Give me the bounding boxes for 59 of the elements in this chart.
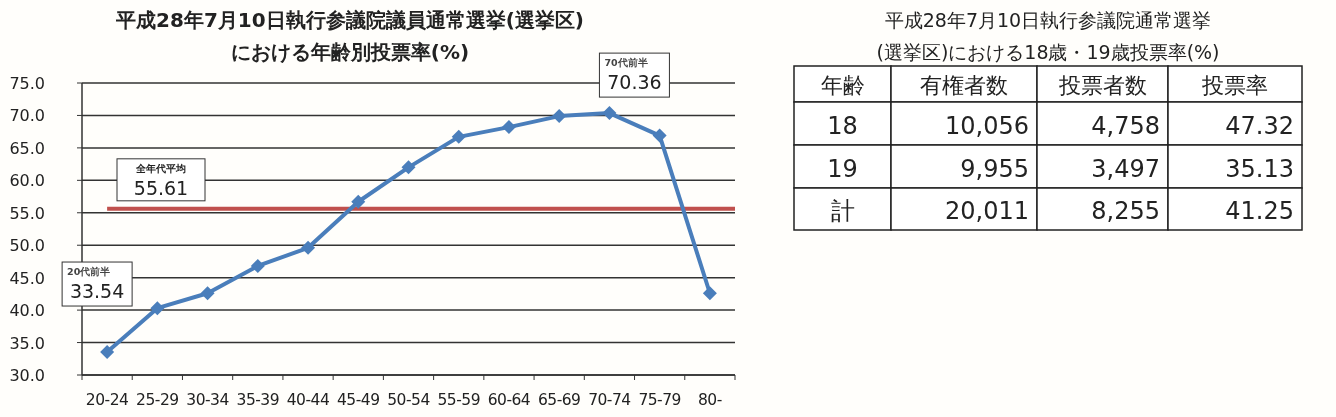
x-tick-label: 35-39 — [236, 391, 280, 409]
y-tick-label: 75.0 — [9, 74, 45, 93]
data-label: 70.36 — [607, 71, 662, 94]
point — [451, 129, 466, 144]
y-tick-label: 18 — [827, 112, 858, 140]
y-tick-label: 65.0 — [9, 138, 45, 158]
point — [301, 240, 316, 255]
chart-title: 平成28年7月10日執行参議院通常選挙 (選挙区)における18歳・19歳投票率(%) — [876, 9, 1220, 63]
chart-title: 平成28年7月10日執行参議院議員通常選挙(選挙区) における年齢別投票率(%) — [115, 8, 584, 64]
point — [401, 160, 416, 175]
y-tick-label: 55.0 — [9, 203, 45, 223]
data-label: 41.25 — [1225, 197, 1294, 225]
x-tick-label: 45-49 — [337, 391, 380, 409]
data-label: 20,011 — [945, 197, 1029, 225]
text: 70代前半 — [604, 57, 648, 69]
data-label: 8,255 — [1091, 197, 1160, 225]
x-tick-label: 65-69 — [537, 391, 581, 409]
x-tick-label: 30-34 — [186, 391, 229, 409]
point — [702, 286, 717, 301]
data-label: 35.13 — [1225, 155, 1294, 183]
x-tick-label: 25-29 — [136, 391, 179, 409]
ref-line-label: 全年代平均 55.61 — [133, 162, 189, 199]
x-tick-label: 有権者数 — [920, 73, 1008, 98]
x-tick-label: 40-44 — [286, 391, 330, 409]
point — [250, 258, 265, 273]
y-tick-label: 50.0 — [9, 236, 45, 256]
point — [150, 301, 165, 316]
x-tick-label: 80- — [697, 391, 722, 409]
x-tick-label: 55-59 — [437, 391, 480, 409]
x-tick-label: 50-54 — [387, 391, 430, 409]
data-label: 4,758 — [1091, 112, 1160, 140]
y-tick-label: 60.0 — [9, 171, 45, 191]
point — [200, 286, 215, 301]
y-tick-label: 計 — [830, 197, 855, 225]
point — [501, 120, 516, 135]
data-label: 3,497 — [1091, 155, 1160, 183]
x-tick-label: 75-79 — [638, 391, 681, 409]
data-label: 47.32 — [1225, 112, 1294, 140]
annotation: 20代前半 — [67, 266, 111, 278]
y-tick-label: 35.0 — [9, 333, 45, 353]
x-tick-label: 70-74 — [588, 391, 631, 409]
point — [552, 109, 567, 124]
data-label: 10,056 — [945, 112, 1029, 140]
point — [652, 128, 667, 143]
data-label: 33.54 — [69, 280, 125, 303]
point — [351, 194, 366, 209]
point — [100, 345, 115, 360]
y-tick-label: 30.0 — [9, 366, 45, 385]
data-label: 9,955 — [960, 155, 1029, 183]
point — [602, 106, 617, 121]
y-axis-title: 年齢 — [820, 73, 865, 98]
x-tick-label: 60-64 — [487, 391, 531, 409]
y-tick-label: 40.0 — [9, 301, 45, 321]
y-tick-label: 19 — [827, 155, 858, 183]
y-tick-label: 70.0 — [9, 106, 45, 126]
y-tick-label: 45.0 — [9, 268, 45, 288]
x-tick-label: 投票者数 — [1057, 73, 1147, 98]
x-tick-label: 20-24 — [85, 391, 129, 409]
x-tick-label: 投票率 — [1201, 73, 1268, 98]
